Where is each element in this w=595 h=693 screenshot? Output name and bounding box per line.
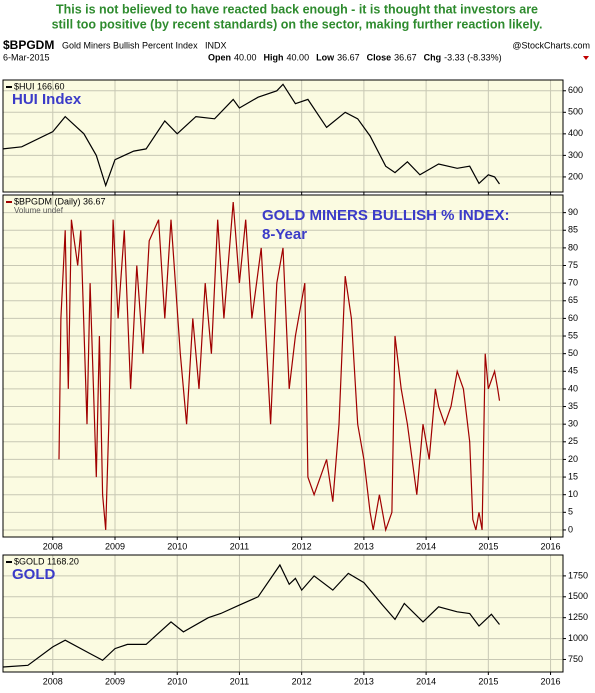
x-tick-label: 2010 [167,676,187,686]
y-tick-label: 45 [568,366,578,376]
quote-item: Chg [424,52,442,62]
x-tick-label: 2011 [230,541,249,551]
x-tick-label: 2010 [167,541,187,551]
quote-item: -3.33 (-8.33%) [444,52,502,62]
plot-border [2,554,564,673]
y-tick-label: 20 [568,454,578,464]
x-tick-label: 2015 [478,676,498,686]
x-tick-label: 2013 [354,541,374,551]
y-tick-label: 1250 [568,612,588,622]
y-tick-label: 15 [568,471,578,481]
y-tick-label: 200 [568,171,583,181]
y-tick-label: 65 [568,295,578,305]
y-tick-label: 50 [568,348,578,358]
x-tick-label: 2012 [292,541,312,551]
plot-border [2,79,564,193]
quote-item: Low [316,52,335,62]
x-tick-label: 2009 [105,676,125,686]
plot-border [2,194,564,538]
date: 6-Mar-2015 [3,52,50,62]
caption: This is not believed to have reacted bac… [56,2,538,16]
y-tick-label: 1000 [568,633,588,643]
quote-item: 36.67 [394,52,417,62]
y-tick-label: 10 [568,489,578,499]
x-tick-label: 2016 [541,541,561,551]
y-tick-label: 60 [568,313,578,323]
legend-note: Volume undef [14,206,64,215]
x-tick-label: 2014 [416,676,436,686]
legend-label: $GOLD 1168.20 [14,556,79,566]
y-tick-label: 80 [568,242,578,252]
x-tick-label: 2008 [43,541,63,551]
legend-label: $HUI 166.60 [14,81,65,91]
quote-item: 40.00 [287,52,310,62]
y-tick-label: 600 [568,85,583,95]
exchange: INDX [205,40,227,50]
y-tick-label: 400 [568,128,583,138]
quote-item: Open [208,52,231,62]
x-tick-label: 2009 [105,541,125,551]
y-tick-label: 25 [568,436,578,446]
plot-area [3,80,563,192]
x-tick-label: 2011 [230,676,249,686]
x-tick-label: 2015 [478,541,498,551]
x-tick-label: 2012 [292,676,312,686]
y-tick-label: 5 [568,507,573,517]
y-tick-label: 75 [568,260,578,270]
y-tick-label: 85 [568,225,578,235]
y-tick-label: 300 [568,150,583,160]
caption: still too positive (by recent standards)… [52,17,543,31]
y-tick-label: 30 [568,419,578,429]
series-line [2,83,500,188]
y-tick-label: 70 [568,278,578,288]
series-line [2,563,500,668]
annotation: GOLD [12,566,55,583]
quote-item: Close [367,52,392,62]
x-tick-label: 2014 [416,541,436,551]
index-name: Gold Miners Bullish Percent Index [62,40,198,50]
quote-item: High [264,52,284,62]
series-line [58,202,501,533]
y-tick-label: 750 [568,654,583,664]
annotation: HUI Index [12,91,82,108]
y-tick-label: 40 [568,383,578,393]
symbol: $BPGDM [3,38,54,52]
x-tick-label: 2013 [354,676,374,686]
plot-area [3,195,563,537]
down-arrow [583,56,589,60]
y-tick-label: 55 [568,330,578,340]
y-tick-label: 1500 [568,591,588,601]
y-tick-label: 90 [568,207,578,217]
quote: Open 40.00 High 40.00 Low 36.67 Close 36.67 Chg -… [208,52,502,62]
legend-label: $BPGDM (Daily) 36.67 [14,196,106,206]
annotation: GOLD MINERS BULLISH % INDEX: 8-Year [262,207,510,243]
source: @StockCharts.com [512,40,590,50]
y-tick-label: 35 [568,401,578,411]
quote-item: 36.67 [337,52,360,62]
x-tick-label: 2016 [541,676,561,686]
y-tick-label: 0 [568,524,573,534]
y-tick-label: 500 [568,107,583,117]
quote-item: 40.00 [234,52,257,62]
x-tick-label: 2008 [43,676,63,686]
y-tick-label: 1750 [568,570,588,580]
